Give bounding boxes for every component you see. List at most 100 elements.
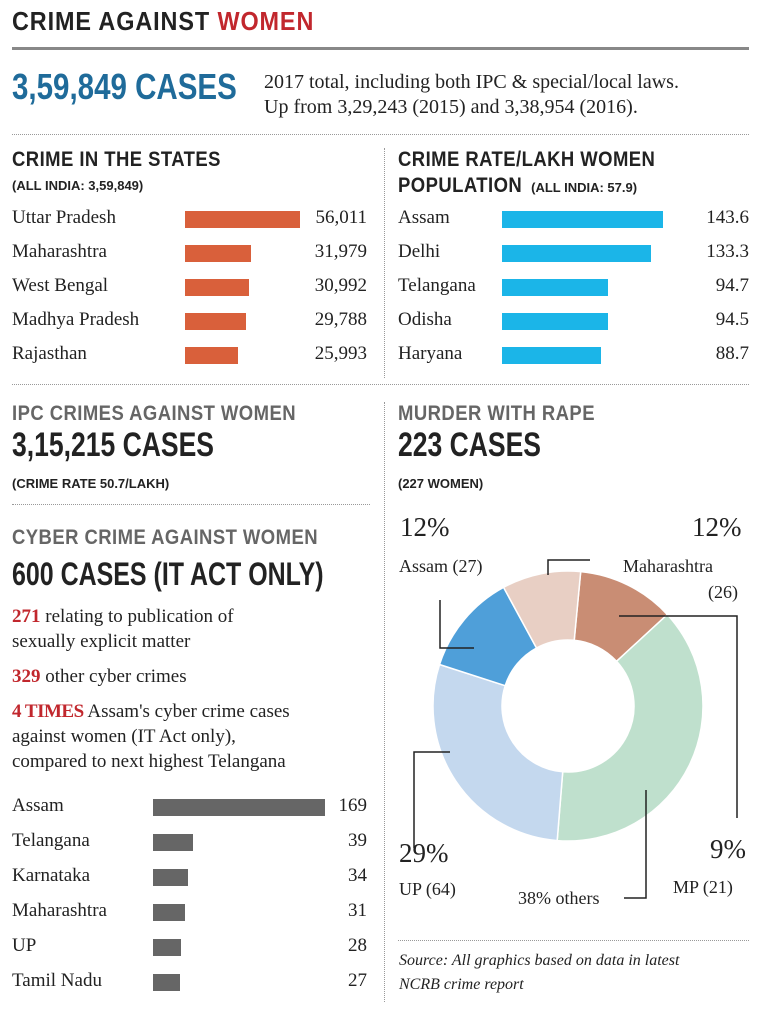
divider-3	[12, 504, 370, 505]
bar	[153, 834, 193, 851]
bar-value: 133.3	[706, 241, 749, 262]
source-line1: Source: All graphics based on data in la…	[399, 952, 680, 969]
bar-label: Delhi	[398, 241, 441, 262]
bar-label: Assam	[398, 207, 450, 228]
divider-1	[12, 134, 749, 135]
bar-value: 56,011	[315, 207, 367, 228]
bar	[502, 347, 601, 364]
states-heading: CRIME IN THE STATES	[12, 148, 221, 171]
page-title: CRIME AGAINST WOMEN	[12, 6, 314, 37]
bar	[502, 245, 651, 262]
bar-value: 30,992	[314, 275, 367, 296]
murder-cases: 223 CASES	[398, 426, 541, 464]
bar	[185, 313, 246, 330]
bar-label: Uttar Pradesh	[12, 207, 116, 228]
bar-label: Maharashtra	[12, 241, 107, 262]
callout-line	[619, 615, 738, 818]
bar-label: Tamil Nadu	[12, 970, 102, 991]
divider-source	[398, 940, 749, 941]
bar	[185, 211, 300, 228]
title-rule	[12, 47, 749, 50]
up-pct-label: 29%	[399, 838, 449, 868]
bar	[153, 939, 181, 956]
callout-line	[624, 790, 647, 899]
bar-value: 29,788	[314, 309, 367, 330]
bar	[185, 347, 238, 364]
murder-donut-chart	[413, 559, 738, 899]
murder-heading: MURDER WITH RAPE	[398, 402, 595, 425]
bar-value: 143.6	[706, 207, 749, 228]
bar-label: UP	[12, 935, 37, 956]
ipc-cases: 3,15,215 CASES	[12, 426, 214, 464]
cyber-item1-text: relating to publication of	[40, 606, 234, 627]
bar-value: 27	[348, 970, 367, 991]
ipc-heading: IPC CRIMES AGAINST WOMEN	[12, 402, 297, 425]
title-part1: CRIME AGAINST	[12, 6, 211, 36]
cyber-heading: CYBER CRIME AGAINST WOMEN	[12, 526, 319, 549]
bar	[502, 313, 608, 330]
cyber-item1-num: 271	[12, 606, 41, 627]
bar-value: 88.7	[715, 343, 749, 364]
cyber-item3-text: Assam's cyber crime cases	[83, 701, 290, 722]
bar-label: Rajasthan	[12, 343, 87, 364]
bar-label: Assam	[12, 795, 64, 816]
title-part2: WOMEN	[217, 6, 315, 36]
bar-label: Telangana	[398, 275, 476, 296]
assam-callout-label: Assam (27)	[399, 556, 483, 576]
maha-callout-label1: Maharashtra	[623, 556, 713, 576]
cyber-item3-line3: compared to next highest Telangana	[12, 751, 286, 772]
total-cases: 3,59,849 CASES	[12, 66, 237, 107]
bar	[185, 279, 249, 296]
murder-note: (227 WOMEN)	[398, 476, 484, 491]
bar-value: 94.5	[715, 309, 749, 330]
bar	[153, 869, 188, 886]
cyber-cases: 600 CASES (IT ACT ONLY)	[12, 556, 324, 592]
others-callout-label: 38% others	[518, 888, 600, 908]
maha-pct-label: 12%	[692, 512, 742, 542]
bar-label: West Bengal	[12, 275, 109, 296]
bar-label: Haryana	[398, 343, 463, 364]
rates-heading-line2: POPULATION	[398, 174, 523, 197]
divider-2	[12, 384, 749, 385]
donut-slice-up	[432, 663, 564, 842]
bar	[502, 279, 608, 296]
total-desc-line2: Up from 3,29,243 (2015) and 3,38,954 (20…	[264, 96, 638, 118]
up-callout-label: UP (64)	[399, 879, 456, 899]
cyber-item2-num: 329	[12, 666, 41, 687]
rates-heading-line2-wrap: POPULATION (ALL INDIA: 57.9)	[398, 174, 637, 198]
cyber-item1-line1: 271 relating to publication of	[12, 605, 234, 628]
vertical-divider-bottom	[384, 402, 385, 1002]
bar-label: Maharashtra	[12, 900, 107, 921]
assam-pct-label: 12%	[400, 512, 450, 542]
bar-label: Madhya Pradesh	[12, 309, 140, 330]
bar-label: Odisha	[398, 309, 452, 330]
bar	[185, 245, 251, 262]
bar-value: 169	[338, 795, 368, 816]
states-subheading: (ALL INDIA: 3,59,849)	[12, 178, 144, 193]
rates-heading-line1: CRIME RATE/LAKH WOMEN	[398, 148, 656, 171]
mp-callout-label: MP (21)	[673, 877, 733, 897]
bar	[502, 211, 663, 228]
cyber-item3-num: 4 TIMES	[12, 701, 84, 722]
callout-line	[439, 600, 474, 649]
callout-line	[547, 559, 590, 575]
bar	[153, 904, 185, 921]
donut-slice-others	[556, 613, 704, 842]
source-line2: NCRB crime report	[399, 976, 524, 993]
bar-value: 39	[348, 830, 367, 851]
cyber-item2: 329 other cyber crimes	[12, 665, 187, 688]
bar-value: 25,993	[314, 343, 367, 364]
donut-slice-mp	[502, 570, 582, 650]
callout-line	[413, 751, 450, 848]
total-desc-line1: 2017 total, including both IPC & special…	[264, 71, 679, 93]
cyber-item2-text: other cyber crimes	[40, 666, 187, 687]
cyber-item3-line2: against women (IT Act only),	[12, 726, 236, 747]
maha-callout-label2: (26)	[708, 582, 738, 602]
bar-value: 28	[348, 935, 367, 956]
bar-value: 94.7	[715, 275, 749, 296]
ipc-note: (CRIME RATE 50.7/LAKH)	[12, 476, 170, 491]
bar-label: Telangana	[12, 830, 90, 851]
vertical-divider-top	[384, 148, 385, 378]
bar	[153, 974, 180, 991]
rates-heading-suffix: (ALL INDIA: 57.9)	[531, 180, 638, 195]
